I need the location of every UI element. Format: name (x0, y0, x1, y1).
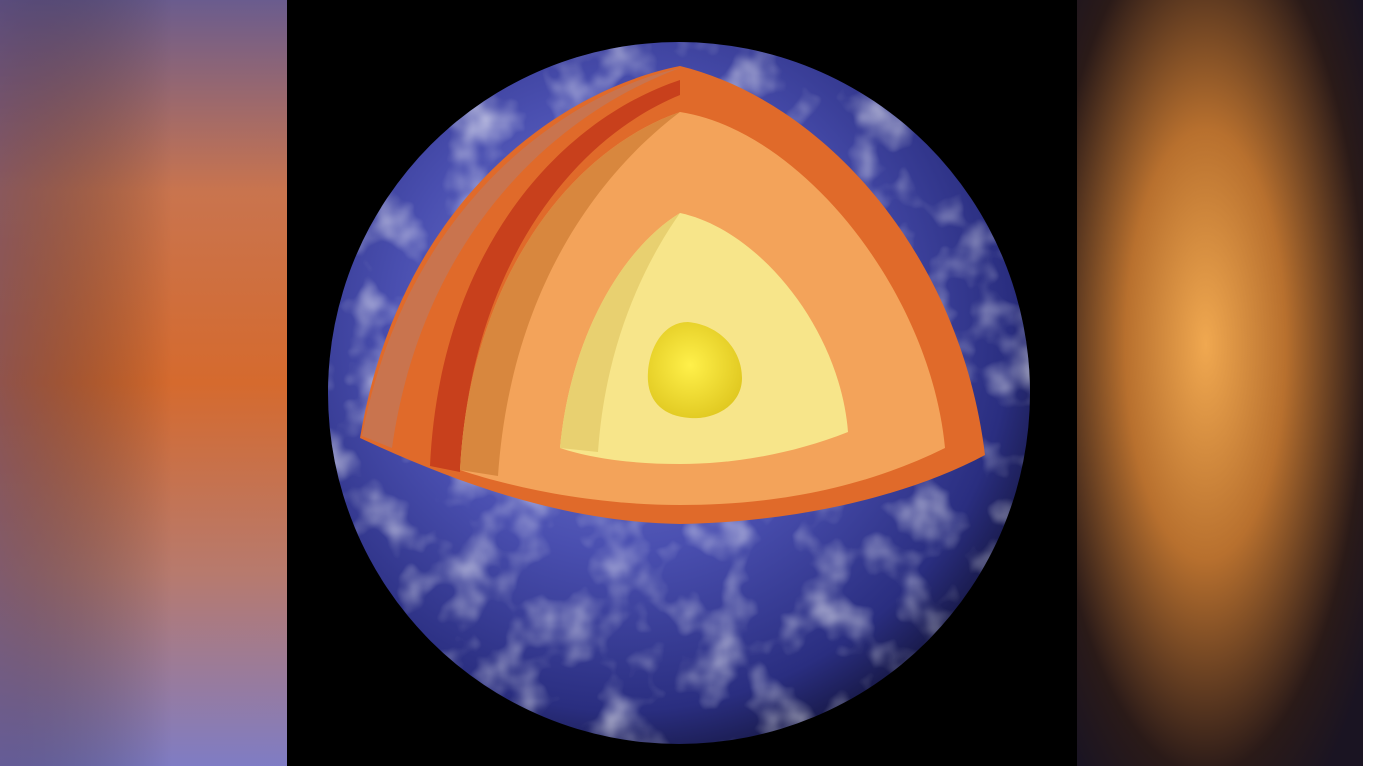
inner-core (647, 322, 742, 419)
right-blur-panel (1077, 0, 1363, 766)
mantle-left-face (460, 112, 680, 476)
upper-mantle-face (430, 80, 680, 472)
left-blur-shade (0, 0, 287, 766)
earth-cutaway (360, 66, 985, 524)
right-edge-strip (1363, 0, 1374, 766)
outer-core-left-face (560, 213, 680, 452)
crust-left-face (362, 68, 680, 448)
